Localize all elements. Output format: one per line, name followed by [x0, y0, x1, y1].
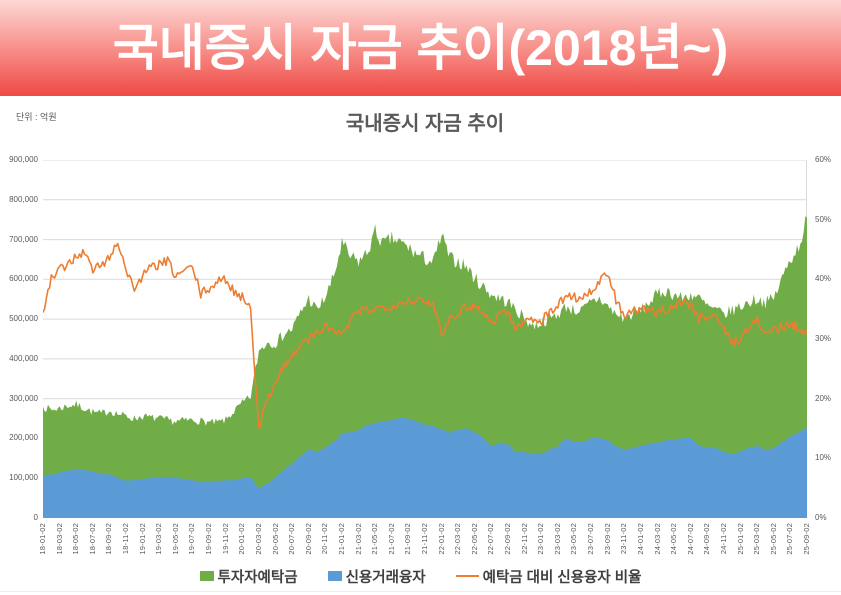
- plot-area: [43, 160, 807, 518]
- x-tick-label: 24-07-02: [685, 523, 695, 555]
- x-tick-label: 19-01-02: [137, 523, 147, 555]
- x-tick-label: 19-07-02: [187, 523, 197, 555]
- x-tick-label: 25-05-02: [768, 523, 778, 555]
- x-tick-label: 20-03-02: [253, 523, 263, 555]
- legend-item-ratio: 예탁금 대비 신용융자 비율: [455, 566, 642, 587]
- x-tick-label: 21-05-02: [370, 523, 380, 555]
- y-left-tick-label: 900,000: [9, 155, 38, 164]
- x-tick-label: 23-09-02: [602, 523, 612, 555]
- x-tick-label: 20-07-02: [287, 523, 297, 555]
- x-tick-label: 21-11-02: [420, 523, 429, 555]
- y-left-tick-label: 0: [33, 513, 38, 522]
- chart-title: 국내증시 자금 추이: [345, 113, 505, 135]
- y-left-tick-label: 300,000: [9, 393, 38, 403]
- legend-item-credit: 신용거래융자: [327, 566, 426, 587]
- y-right-tick-label: 50%: [815, 214, 832, 224]
- x-tick-label: 18-11-02: [121, 523, 131, 555]
- x-tick-label: 24-09-02: [702, 523, 712, 555]
- y-right-tick-label: 30%: [815, 334, 832, 343]
- x-tick-label: 25-01-02: [735, 523, 745, 555]
- ratio-line-icon: [455, 575, 479, 577]
- x-tick-label: 21-09-02: [403, 523, 413, 555]
- x-tick-label: 22-01-02: [436, 523, 446, 555]
- bottom-divider: [0, 591, 841, 592]
- y-left-tick-label: 800,000: [9, 194, 38, 204]
- x-tick-label: 19-03-02: [154, 523, 164, 555]
- x-tick-label: 18-09-02: [104, 523, 114, 555]
- y-left-tick-label: 200,000: [9, 433, 38, 443]
- x-tick-label: 19-09-02: [204, 523, 214, 555]
- x-tick-label: 20-05-02: [270, 523, 280, 555]
- y-left-tick-label: 100,000: [9, 473, 38, 483]
- x-tick-label: 23-05-02: [569, 523, 579, 555]
- x-tick-label: 22-09-02: [503, 523, 513, 555]
- x-tick-label: 18-07-02: [87, 523, 97, 555]
- banner: 국내증시 자금 추이(2018년~): [0, 0, 841, 96]
- y-right-tick-label: 40%: [815, 274, 832, 284]
- y-left-tick-label: 700,000: [9, 234, 38, 244]
- y-right-tick-label: 10%: [815, 453, 832, 463]
- y-left-tick-label: 500,000: [9, 314, 38, 324]
- x-tick-label: 18-01-02: [38, 523, 47, 555]
- x-tick-label: 24-05-02: [669, 523, 679, 555]
- x-tick-label: 18-03-02: [54, 523, 64, 555]
- legend-label-ratio: 예탁금 대비 신용융자 비율: [482, 569, 642, 586]
- unit-label: 단위 : 억원: [16, 112, 57, 122]
- x-tick-label: 25-07-02: [785, 523, 795, 555]
- x-tick-label: 20-11-02: [320, 523, 330, 555]
- x-tick-label: 22-05-02: [469, 523, 479, 555]
- legend-label-deposits: 투자자예탁금: [217, 569, 298, 586]
- x-tick-label: 24-03-02: [652, 523, 662, 555]
- x-tick-label: 22-11-02: [519, 523, 529, 555]
- x-tick-label: 24-11-02: [718, 523, 728, 555]
- y-left-tick-label: 600,000: [9, 274, 38, 284]
- x-tick-label: 21-07-02: [386, 523, 396, 555]
- x-tick-label: 19-05-02: [170, 523, 180, 555]
- x-tick-label: 20-09-02: [303, 523, 313, 555]
- deposits-swatch-icon: [199, 571, 214, 581]
- y-left-tick-label: 400,000: [9, 353, 38, 363]
- x-tick-label: 18-05-02: [71, 523, 81, 555]
- ratio-line: [43, 242, 807, 429]
- x-tick-label: 21-01-02: [336, 523, 346, 555]
- chart-canvas: [43, 160, 807, 518]
- x-tick-label: 25-09-02: [802, 523, 811, 555]
- credit-swatch-icon: [327, 571, 342, 581]
- y-right-tick-label: 20%: [815, 393, 832, 403]
- x-tick-label: 22-07-02: [486, 523, 496, 555]
- x-tick-label: 21-03-02: [353, 523, 363, 555]
- banner-title: 국내증시 자금 추이(2018년~): [112, 20, 729, 76]
- x-tick-label: 20-01-02: [237, 523, 247, 555]
- x-tick-label: 25-03-02: [752, 523, 762, 555]
- x-tick-label: 23-11-02: [619, 523, 629, 555]
- y-right-tick-label: 0%: [815, 513, 827, 522]
- x-tick-label: 23-01-02: [536, 523, 546, 555]
- x-tick-label: 19-11-02: [220, 523, 230, 555]
- deposits-area: [43, 216, 807, 518]
- x-tick-label: 22-03-02: [453, 523, 463, 555]
- x-tick-label: 23-03-02: [552, 523, 562, 555]
- chart-legend: 투자자예탁금 신용거래융자 예탁금 대비 신용융자 비율: [0, 565, 841, 587]
- legend-label-credit: 신용거래융자: [345, 569, 426, 586]
- y-right-tick-label: 60%: [815, 155, 832, 164]
- x-tick-label: 23-07-02: [586, 523, 596, 555]
- x-tick-label: 24-01-02: [635, 523, 645, 555]
- legend-item-deposits: 투자자예탁금: [199, 566, 298, 587]
- credit-area: [43, 416, 807, 518]
